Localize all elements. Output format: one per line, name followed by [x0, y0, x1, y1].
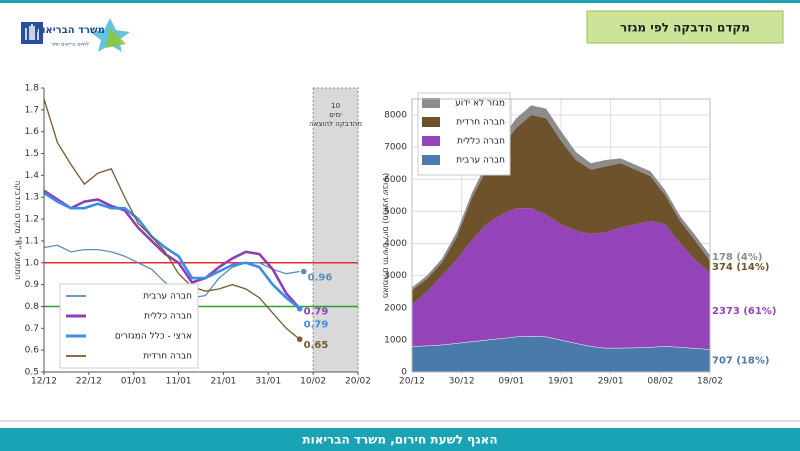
- x-tick-label: 20/02: [345, 377, 371, 387]
- logo: משרד הבריאות לחיים בריאים יותר: [21, 18, 130, 52]
- region-label-line: ימים: [329, 111, 342, 119]
- y-tick-label: 7000: [384, 143, 407, 153]
- end-value-label: 2373 (61%): [712, 306, 776, 317]
- y-tick-label: 0.6: [25, 346, 40, 356]
- legend-label: חברה ערבית: [456, 156, 505, 166]
- y-tick-label: 6000: [384, 175, 407, 185]
- y-tick-label: 1.6: [25, 127, 40, 137]
- charts: 10 ימים מהדבקה להוצאה 0.5 0.6 0.7 0.8 0.9 1.0 1.1…: [14, 84, 777, 387]
- region-label-line: מהדבקה להוצאה: [309, 120, 362, 128]
- series-line: [43, 189, 301, 310]
- end-value-label: 178 (4%): [712, 252, 762, 263]
- legend-label: ארצי - כלל המגזרים: [115, 332, 192, 342]
- footer-bar: [0, 428, 800, 451]
- x-tick-label: 08/02: [647, 377, 673, 387]
- x-tick-label: 19/01: [548, 377, 574, 387]
- x-tick-label: 11/01: [166, 377, 192, 387]
- y-tick-label: 1.7: [25, 105, 39, 115]
- y-tick-label: 2000: [384, 303, 407, 313]
- series-line: [43, 191, 301, 310]
- y-tick-label: 0.5: [25, 368, 39, 378]
- end-value-label: 707 (18%): [712, 356, 769, 367]
- y-tick-label: 3000: [384, 271, 407, 281]
- area-layer: [412, 105, 710, 291]
- y-tick-label: 1.5: [25, 149, 39, 159]
- y-tick-label: 0.8: [25, 302, 40, 312]
- logo-leaf: [106, 28, 126, 48]
- end-value-label: 0.79: [304, 320, 329, 331]
- x-tick-label: 01/01: [121, 377, 147, 387]
- legend-label: חברה כללית: [144, 312, 192, 322]
- x-tick-label: 09/01: [498, 377, 524, 387]
- top-strip: [0, 0, 800, 3]
- axes-frame: [411, 98, 711, 373]
- end-value-label: 374 (14%): [712, 262, 769, 273]
- legend-label: חברה חרדית: [456, 118, 505, 128]
- end-marker: [296, 305, 303, 312]
- end-value-label: 0.96: [308, 273, 333, 284]
- x-tick-label: 21/01: [210, 377, 236, 387]
- end-marker: [300, 268, 307, 275]
- end-value-label: 0.65: [304, 340, 329, 351]
- y-axis-label: מאומתים חדשים ליום (ממוצע שבועי): [382, 173, 391, 298]
- x-tick-label: 29/01: [598, 377, 624, 387]
- end-marker: [296, 336, 303, 343]
- y-tick-label: 0.9: [25, 280, 40, 290]
- emblem-menorah: [25, 24, 39, 40]
- x-tick-label: 30/12: [449, 377, 475, 387]
- region-label: 10 ימים מהדבקה להוצאה: [309, 102, 362, 128]
- chart: 10 ימים מהדבקה להוצאה 0.5 0.6 0.7 0.8 0.9 1.0 1.1…: [14, 84, 371, 387]
- projection-region: [312, 87, 359, 373]
- y-tick-label: 5000: [384, 207, 407, 217]
- y-tick-label: 1.3: [25, 193, 39, 203]
- x-tick-label: 10/02: [300, 377, 326, 387]
- y-tick-label: 0: [401, 368, 407, 378]
- title-box: [586, 10, 784, 44]
- y-tick-label: 1.4: [25, 171, 40, 181]
- legend-swatch: [422, 155, 440, 165]
- series-line: [43, 98, 301, 340]
- x-tick-label: 22/12: [76, 377, 102, 387]
- y-tick-label: 0.7: [25, 324, 39, 334]
- axes-frame: [43, 88, 358, 373]
- legend-label: חברה כללית: [457, 137, 505, 147]
- y-tick-label: 1.0: [25, 258, 40, 268]
- logo-name: משרד הבריאות: [35, 25, 105, 36]
- legend-swatch: [422, 136, 440, 146]
- x-tick-label: 31/01: [255, 377, 281, 387]
- y-tick-label: 1000: [384, 335, 407, 345]
- slide-title: מקדם הדבקה לפי מגזר: [620, 21, 750, 35]
- end-value-label: 0.79: [304, 307, 329, 318]
- region-label-line: 10: [331, 102, 340, 110]
- y-tick-label: 4000: [384, 239, 407, 249]
- legend-label: מגזר לא ידוע: [455, 99, 505, 109]
- legend-swatch: [422, 98, 440, 108]
- legend-swatch: [422, 117, 440, 127]
- x-tick-label: 18/02: [697, 377, 723, 387]
- x-tick-label: 12/12: [31, 377, 57, 387]
- chart: 0 1000 2000 3000 4000 5000 6000 7000 8000 20/12 30…: [382, 92, 776, 387]
- legend-label: חברה ערבית: [143, 292, 192, 302]
- y-tick-label: 8000: [384, 111, 407, 121]
- y-tick-label: 1.8: [25, 84, 40, 94]
- area-layer: [412, 115, 710, 305]
- y-tick-label: 1.1: [25, 236, 39, 246]
- legend-box: [59, 283, 199, 369]
- legend-label: חברה חרדית: [143, 352, 192, 362]
- x-tick-label: 20/12: [399, 377, 425, 387]
- y-axis-label: מקדם ההדבקה "R" הממוצע: [14, 180, 23, 280]
- logo-slogan: לחיים בריאים יותר: [51, 42, 89, 48]
- area-layer: [412, 208, 710, 350]
- y-tick-label: 1.2: [25, 215, 39, 225]
- footer-text: האגף לשעת חירום, משרד הבריאות: [302, 433, 497, 447]
